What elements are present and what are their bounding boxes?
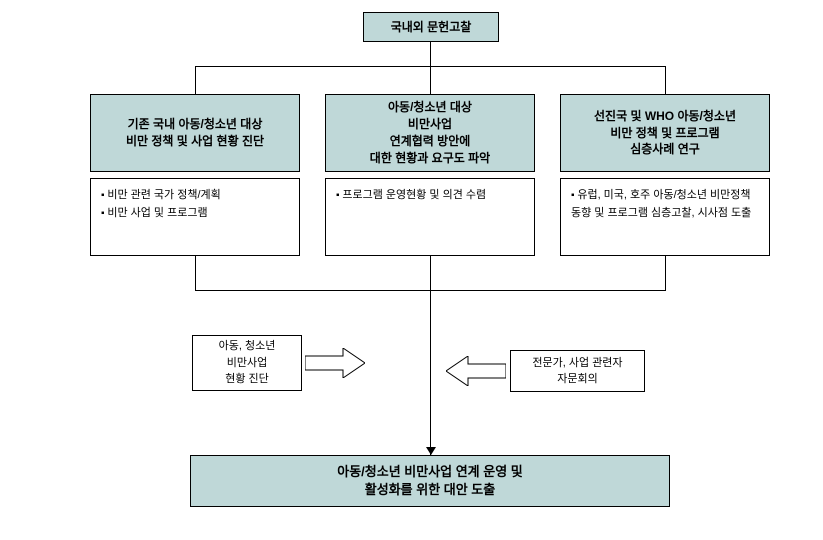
col1-header: 기존 국내 아동/청소년 대상 비만 정책 및 사업 현황 진단 (90, 94, 300, 172)
bottom-node-text: 아동/청소년 비만사업 연계 운영 및 활성화를 위한 대안 도출 (337, 463, 523, 499)
col2-header: 아동/청소년 대상 비만사업 연계협력 방안에 대한 현황과 요구도 파악 (325, 94, 535, 172)
col1-body: 비만 관련 국가 정책/계획 비만 사업 및 프로그램 (90, 178, 300, 256)
connector (195, 256, 196, 290)
col3-header-text: 선진국 및 WHO 아동/청소년 비만 정책 및 프로그램 심층사례 연구 (594, 108, 736, 158)
list-item: 비만 관련 국가 정책/계획 (101, 187, 289, 205)
bottom-node: 아동/청소년 비만사업 연계 운영 및 활성화를 위한 대안 도출 (190, 455, 670, 507)
col1-header-text: 기존 국내 아동/청소년 대상 비만 정책 및 사업 현황 진단 (126, 116, 264, 150)
list-item: 유럽, 미국, 호주 아동/청소년 비만정책 동향 및 프로그램 심층고찰, 시… (571, 187, 759, 222)
top-node: 국내외 문헌고찰 (363, 12, 499, 42)
connector (665, 256, 666, 290)
arrow-down-icon (426, 447, 436, 455)
connector (195, 66, 196, 94)
side-right-box: 전문가, 사업 관련자 자문회의 (510, 350, 645, 392)
block-arrow-right-icon (305, 348, 365, 378)
col2-body: 프로그램 운영현황 및 의견 수렴 (325, 178, 535, 256)
col3-body: 유럽, 미국, 호주 아동/청소년 비만정책 동향 및 프로그램 심층고찰, 시… (560, 178, 770, 256)
connector (430, 42, 431, 66)
block-arrow-left-icon (446, 356, 506, 386)
side-right-text: 전문가, 사업 관련자 자문회의 (532, 355, 622, 388)
connector (665, 66, 666, 94)
connector (430, 290, 431, 455)
side-left-box: 아동, 청소년 비만사업 현황 진단 (192, 335, 302, 391)
list-item: 프로그램 운영현황 및 의견 수렴 (336, 187, 524, 205)
connector (430, 66, 431, 94)
top-node-label: 국내외 문헌고찰 (391, 19, 472, 36)
col3-header: 선진국 및 WHO 아동/청소년 비만 정책 및 프로그램 심층사례 연구 (560, 94, 770, 172)
side-left-text: 아동, 청소년 비만사업 현황 진단 (219, 338, 276, 388)
col2-header-text: 아동/청소년 대상 비만사업 연계협력 방안에 대한 현황과 요구도 파악 (370, 99, 490, 166)
list-item: 비만 사업 및 프로그램 (101, 205, 289, 223)
connector (430, 256, 431, 290)
